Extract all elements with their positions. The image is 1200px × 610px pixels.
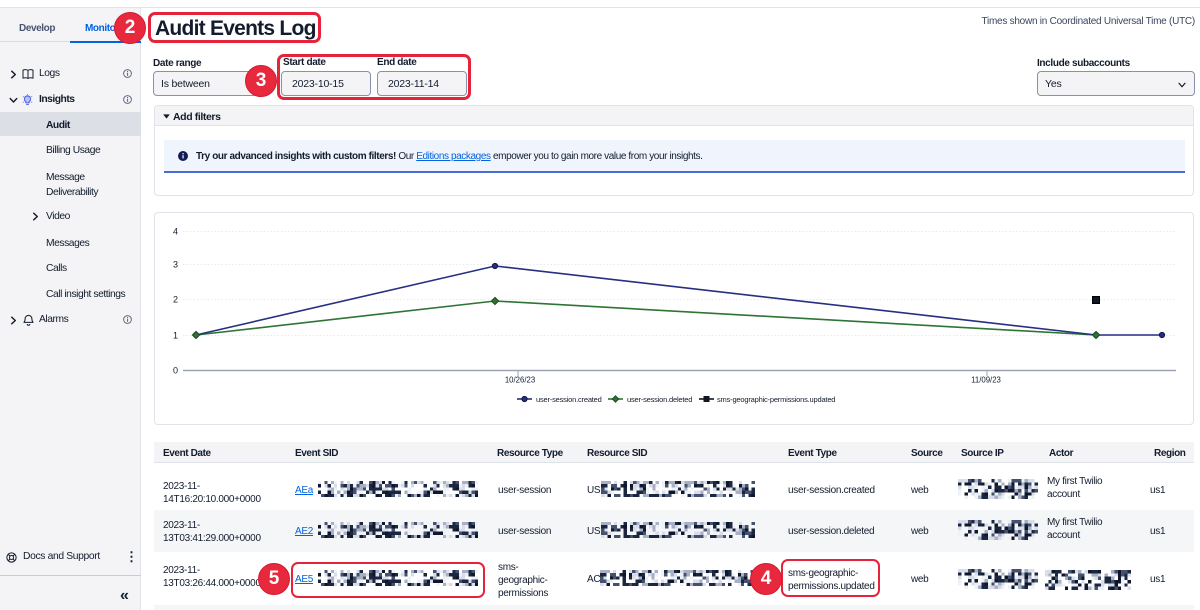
svg-text:3: 3: [173, 260, 178, 270]
svg-text:user-session.deleted: user-session.deleted: [627, 395, 692, 404]
svg-text:user-session.created: user-session.created: [536, 395, 602, 404]
svg-text:4: 4: [173, 227, 178, 237]
svg-text:11/09/23: 11/09/23: [971, 376, 1001, 385]
svg-text:2: 2: [173, 295, 178, 305]
svg-text:0: 0: [173, 366, 178, 376]
svg-text:1: 1: [173, 331, 178, 341]
svg-text:sms-geographic-permissions.upd: sms-geographic-permissions.updated: [717, 395, 835, 404]
svg-text:10/26/23: 10/26/23: [505, 376, 535, 385]
